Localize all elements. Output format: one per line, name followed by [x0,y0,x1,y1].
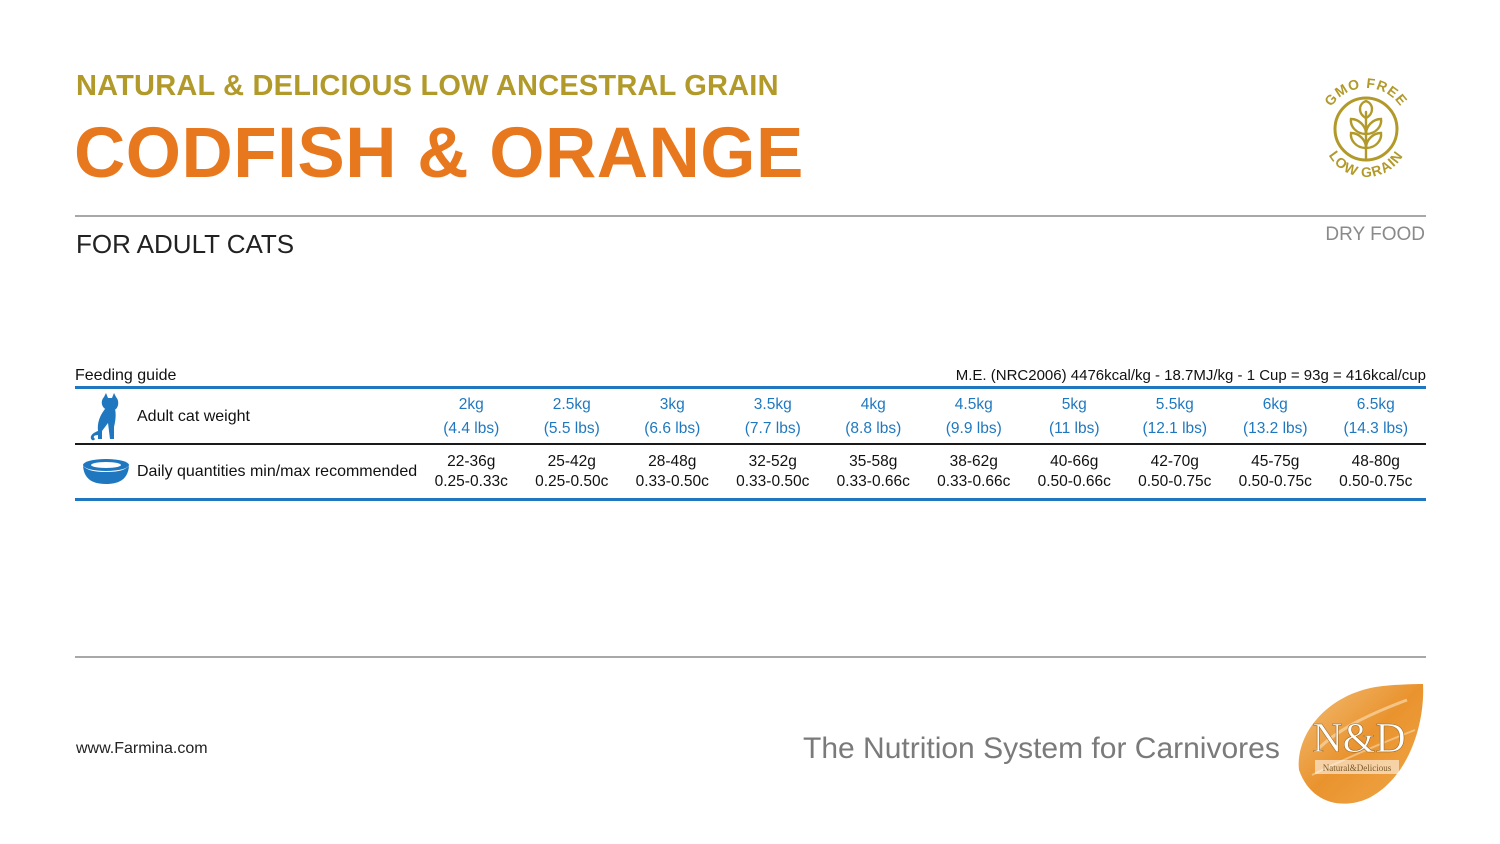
badge-top-text: GMO FREE [1321,75,1410,109]
footer-divider [75,656,1426,658]
weight-cell: 6kg (13.2 lbs) [1242,396,1308,437]
quantity-cell: 42-70g 0.50-0.75c [1138,453,1212,490]
quantity-cell: 48-80g 0.50-0.75c [1339,453,1413,490]
quantity-cell: 40-66g 0.50-0.66c [1037,453,1111,490]
brand-tagline: The Nutrition System for Carnivores [803,732,1280,765]
nd-logo-text: N&D [1312,716,1405,762]
nd-logo: N&D Natural&Delicious [1298,684,1424,804]
quantity-cell: 38-62g 0.33-0.66c [937,453,1011,490]
quantity-cell: 32-52g 0.33-0.50c [736,453,810,490]
weight-cell: 6.5kg (14.3 lbs) [1343,396,1409,437]
audience-label: FOR ADULT CATS [76,229,295,259]
gmo-free-badge: GMO FREE LOW GRAIN [1321,75,1411,180]
food-type-label: DRY FOOD [1325,224,1425,245]
weight-row: Adult cat weight 2kg (4.4 lbs) 2.5kg (5.5 … [75,392,1426,442]
table-row-divider [75,443,1426,445]
table-bottom-border [75,498,1426,501]
cat-icon [90,393,119,441]
svg-text:GMO FREE: GMO FREE [1321,75,1411,109]
header-divider [75,215,1426,217]
table-top-border [75,386,1426,389]
quantity-cell: 25-42g 0.25-0.50c [535,453,609,490]
bowl-icon [83,459,129,484]
quantity-cell: 28-48g 0.33-0.50c [635,453,709,490]
nd-logo-small-text: Natural&Delicious [1323,763,1392,773]
feeding-guide-title: Feeding guide [75,367,177,384]
weight-cell: 4.5kg (9.9 lbs) [945,396,1002,437]
weight-cell: 3kg (6.6 lbs) [644,396,701,437]
product-title: CODFISH & ORANGE [74,114,804,193]
energy-info: M.E. (NRC2006) 4476kcal/kg - 18.7MJ/kg -… [955,367,1426,384]
wheat-icon [1349,99,1383,160]
quantity-cell: 22-36g 0.25-0.33c [434,453,508,490]
website-link[interactable]: www.Farmina.com [76,740,208,757]
weight-cell: 2kg (4.4 lbs) [443,396,500,437]
weight-cell: 4kg (8.8 lbs) [845,396,902,437]
weight-cell: 3.5kg (7.7 lbs) [744,396,801,437]
weight-cell: 5.5kg (12.1 lbs) [1142,396,1208,437]
product-line: NATURAL & DELICIOUS LOW ANCESTRAL GRAIN [76,70,779,102]
quantity-row-label: Daily quantities min/max recommended [137,463,418,480]
weight-cell: 5kg (11 lbs) [1048,396,1100,437]
quantity-cell: 35-58g 0.33-0.66c [836,453,910,490]
quantity-row: Daily quantities min/max recommended 22-… [75,450,1426,494]
weight-row-label: Adult cat weight [137,408,250,425]
quantity-cell: 45-75g 0.50-0.75c [1238,453,1312,490]
weight-cell: 2.5kg (5.5 lbs) [543,396,600,437]
